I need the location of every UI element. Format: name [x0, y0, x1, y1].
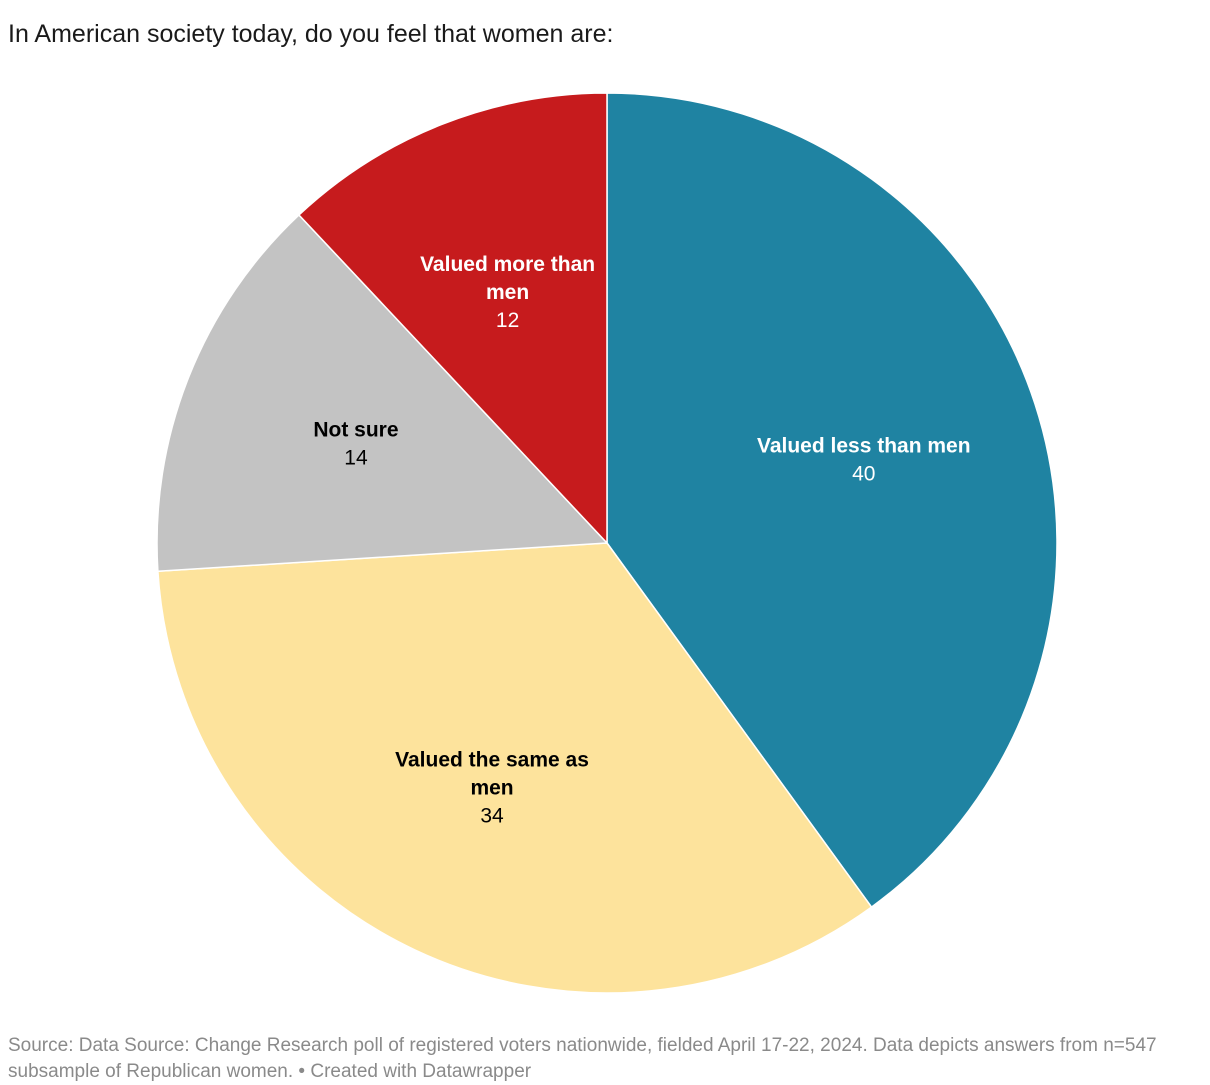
slice-value-not-sure: 14 [344, 447, 368, 470]
pie-slice-valued-the-same-as-men [157, 542, 873, 994]
pie-slice-valued-more-than-men [298, 92, 608, 544]
pie-labels: Valued less than men 40 Valued the same as… [313, 253, 970, 827]
slice-value-valued-less-than-men: 40 [852, 463, 875, 486]
chart-title: In American society today, do you feel t… [8, 20, 614, 48]
pie-chart: Valued less than men 40 Valued the same as… [156, 92, 1058, 994]
slice-value-valued-the-same-as-men: 34 [480, 804, 504, 827]
slice-label-valued-more-than-men: Valued more than men [420, 253, 595, 304]
pie-slices [156, 92, 1058, 994]
slice-label-valued-the-same-as-men: Valued the same as men [395, 748, 589, 799]
pie-slice-valued-less-than-men [606, 92, 1058, 908]
pie-slice-not-sure [156, 214, 608, 573]
slice-label-valued-less-than-men: Valued less than men [757, 435, 971, 458]
source-footer: Source: Data Source: Change Research pol… [8, 1035, 1157, 1082]
slice-value-valued-more-than-men: 12 [496, 309, 519, 332]
slice-label-not-sure: Not sure [313, 419, 398, 442]
